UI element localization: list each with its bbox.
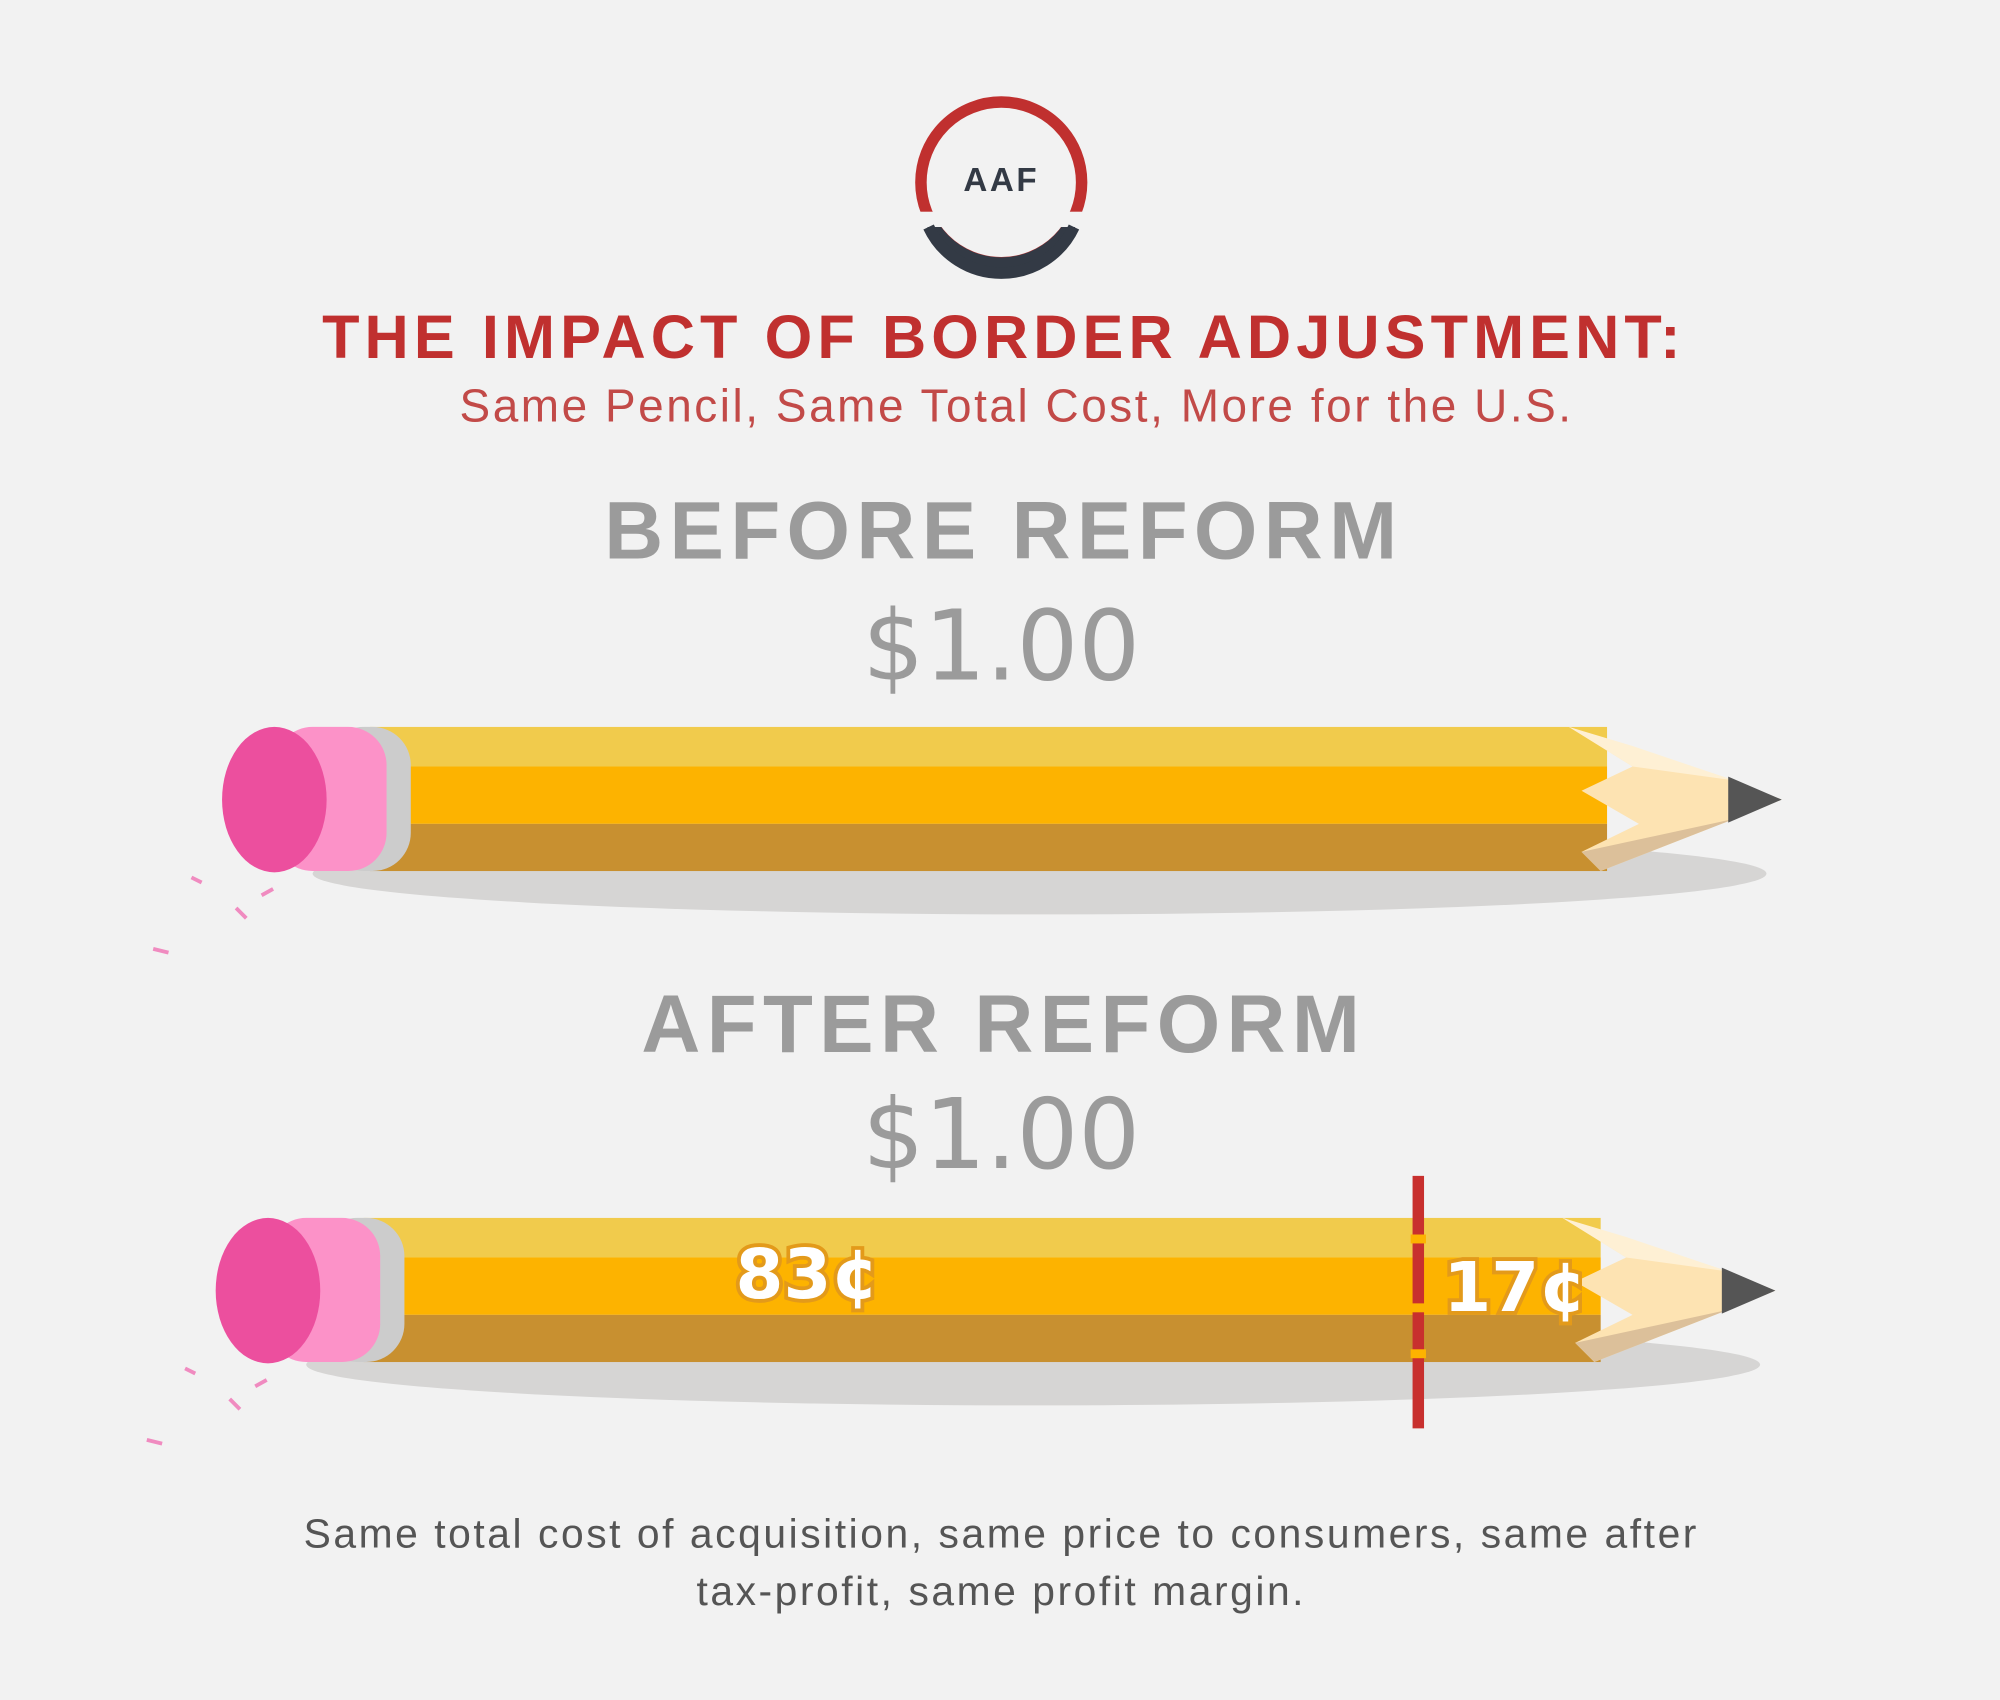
price: $1.00 xyxy=(863,1078,1140,1191)
logo-text: AAF xyxy=(963,162,1039,199)
price: $1.00 xyxy=(863,589,1140,702)
segment-label: 17¢ xyxy=(1443,1248,1587,1328)
title: THE IMPACT OF BORDER ADJUSTMENT: xyxy=(322,303,1685,371)
footer-line: tax-profit, same profit margin. xyxy=(696,1568,1306,1614)
subtitle: Same Pencil, Same Total Cost, More for t… xyxy=(460,380,1574,432)
divider-gaps xyxy=(1410,1234,1426,1359)
segment-label: 83¢ xyxy=(736,1235,880,1315)
section-heading: AFTER REFORM xyxy=(641,979,1366,1070)
logo-arc xyxy=(926,219,1077,269)
logo-gap xyxy=(905,211,1097,228)
footer-line: Same total cost of acquisition, same pri… xyxy=(304,1511,1699,1557)
section-heading: BEFORE REFORM xyxy=(604,485,1403,576)
pencil xyxy=(151,725,1784,955)
logo-arc xyxy=(923,224,1080,279)
